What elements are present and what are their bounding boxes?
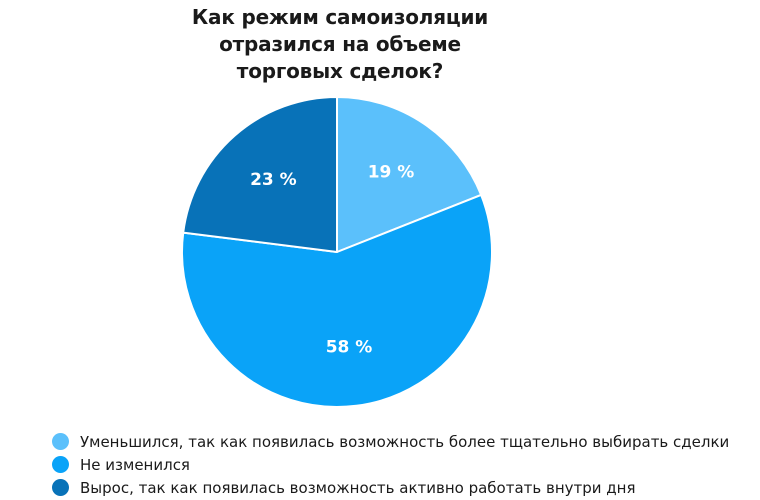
- slice-unchanged: [181, 193, 493, 408]
- slice-decreased: [336, 96, 483, 253]
- chart-title-line: Как режим самоизоляции: [191, 5, 489, 29]
- legend-label: Уменьшился, так как появилась возможност…: [80, 432, 730, 451]
- legend: Уменьшился, так как появилась возможност…: [52, 430, 729, 499]
- slice-value-label: 58 %: [326, 337, 373, 357]
- legend-item-unchanged: Не изменился: [52, 453, 729, 476]
- legend-marker: [52, 479, 69, 496]
- slice-value-label: 19 %: [368, 163, 415, 183]
- legend-label: Не изменился: [80, 455, 190, 474]
- slice-value-label: 23 %: [250, 170, 297, 190]
- chart-title-line: отразился на объеме: [219, 32, 461, 56]
- slice-increased: [182, 96, 338, 253]
- chart-title-line: торговых сделок?: [236, 59, 444, 83]
- legend-item-decreased: Уменьшился, так как появилась возможност…: [52, 430, 729, 453]
- legend-label: Вырос, так как появилась возможность акт…: [80, 478, 636, 497]
- legend-marker: [52, 433, 69, 450]
- legend-item-increased: Вырос, так как появилась возможность акт…: [52, 476, 729, 499]
- chart-title: Как режим самоизоляции отразился на объе…: [160, 4, 520, 85]
- legend-marker: [52, 456, 69, 473]
